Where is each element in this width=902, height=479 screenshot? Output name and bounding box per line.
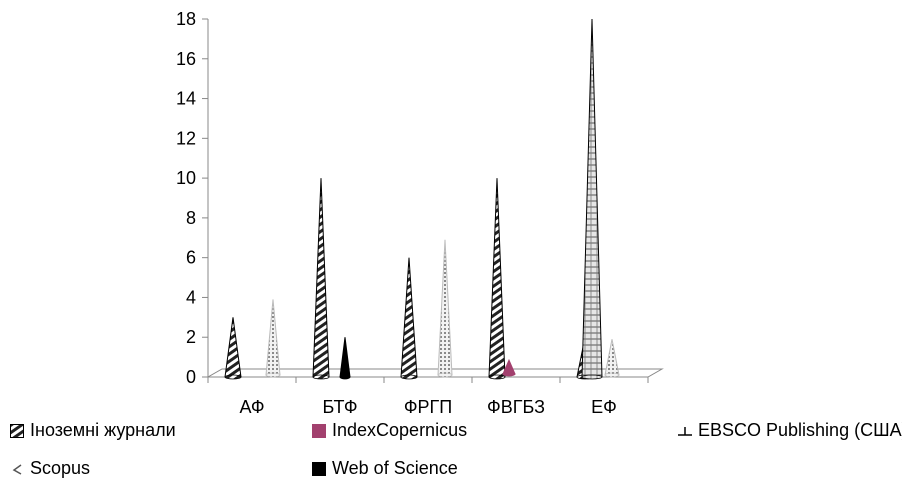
legend-label: Scopus [30, 458, 91, 478]
cone-scopus [437, 239, 453, 376]
chart: 0 2 4 6 8 10 12 14 16 18 АФ БТФ ФРГП ФВГБЗ ЕФ [176, 9, 664, 417]
x-tick-label: ФВГБЗ [487, 397, 545, 417]
cone-scopus-base [265, 372, 281, 378]
x-tick-label: БТФ [322, 397, 357, 417]
cone-foreign-journals [488, 178, 506, 378]
legend-item-scopus: Scopus [10, 458, 90, 479]
legend-swatch-chevron [10, 462, 24, 476]
cone-foreign-journals-base [488, 374, 506, 380]
cone-foreign-journals [400, 257, 418, 378]
legend-item-ebsco: EBSCO Publishing (США) [678, 420, 902, 441]
y-tick-label: 18 [176, 9, 196, 29]
cone-scopus [265, 299, 281, 376]
legend-label: IndexCopernicus [332, 420, 468, 440]
axes: 0 2 4 6 8 10 12 14 16 18 АФ БТФ ФРГП ФВГБЗ ЕФ [176, 9, 664, 417]
legend-label: EBSCO Publishing (США) [698, 420, 902, 440]
legend-item-indexcopernicus: IndexCopernicus [312, 420, 467, 441]
cone-web-of-science-base [339, 374, 351, 380]
y-tick-label: 12 [176, 128, 196, 148]
legend-swatch-magenta [312, 423, 326, 438]
y-tick-label: 4 [186, 287, 196, 307]
y-tick-label: 6 [186, 248, 196, 268]
x-tick-label: АФ [239, 397, 264, 417]
y-tick-label: 10 [176, 168, 196, 188]
cone-scopus-base [604, 372, 620, 378]
y-tick-label: 14 [176, 89, 196, 109]
legend-item-foreign-journals: Іноземні журнали [10, 420, 176, 441]
cone-ebsco-base [581, 374, 603, 380]
cone-web-of-science [339, 337, 351, 378]
legend-label: Іноземні журнали [30, 420, 176, 440]
cone-foreign-journals-base [224, 374, 242, 380]
cone-ebsco [581, 18, 603, 378]
x-tick-label: ЕФ [591, 397, 617, 417]
y-tick-label: 0 [186, 367, 196, 387]
legend-swatch-black [312, 461, 326, 476]
cone-foreign-journals-base [400, 374, 418, 380]
y-tick-label: 8 [186, 208, 196, 228]
legend-swatch-cross [678, 424, 692, 438]
legend-swatch-diagonal [10, 423, 24, 438]
y-tick-label: 2 [186, 327, 196, 347]
cone-scopus [604, 339, 620, 376]
x-tick-label: ФРГП [404, 397, 452, 417]
y-tick-label: 16 [176, 49, 196, 69]
chart-marks [224, 18, 620, 380]
cone-foreign-journals-base [312, 374, 330, 380]
legend-label: Web of Science [332, 458, 458, 478]
legend: Іноземні журнали IndexCopernicus EBSCO P… [0, 420, 902, 479]
cone-scopus-base [437, 372, 453, 378]
cone-foreign-journals [224, 317, 242, 378]
cone-indexcopernicus-base [502, 371, 516, 377]
cone-foreign-journals [312, 178, 330, 378]
legend-item-web-of-science: Web of Science [312, 458, 458, 479]
